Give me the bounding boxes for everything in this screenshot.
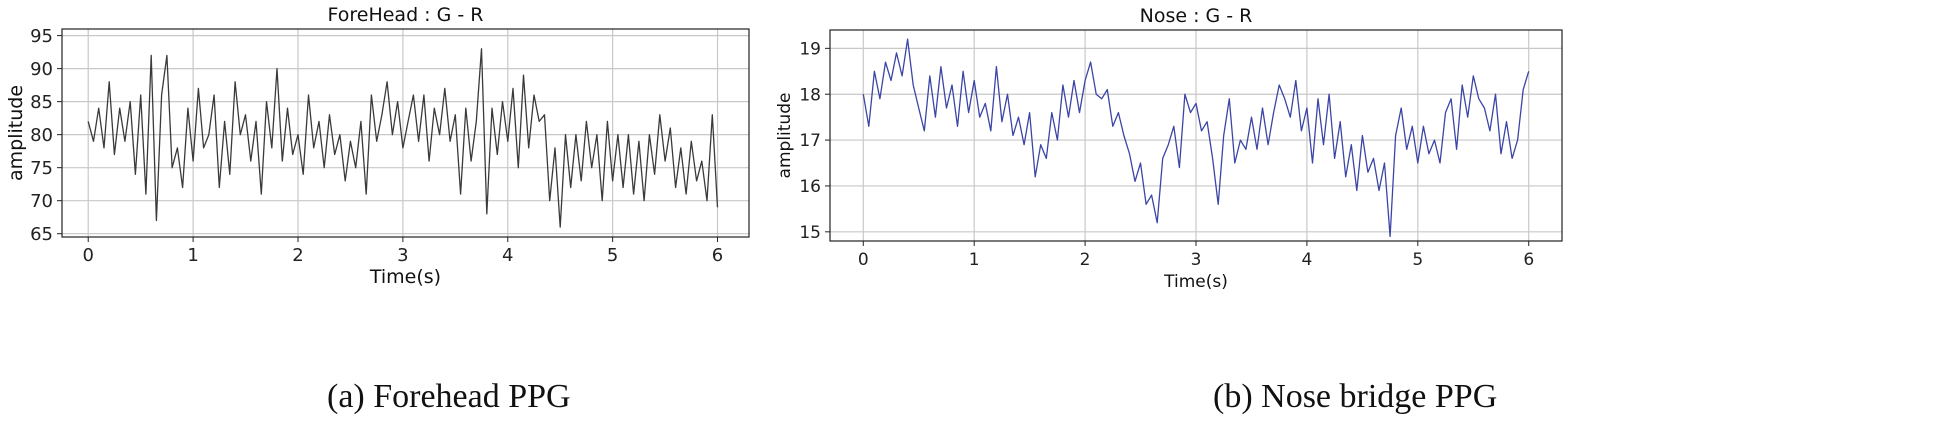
- x-tick-label: 4: [1301, 250, 1312, 270]
- x-axis-label: Time(s): [1163, 272, 1228, 292]
- y-tick-label: 90: [30, 59, 53, 80]
- y-tick-label: 19: [799, 39, 821, 59]
- x-tick-label: 2: [292, 245, 303, 266]
- nose-chart: 0 1 2 3 4 5 6 15 16 17 18 19 Nose : G - R Time(s) ampl…: [775, 5, 1563, 292]
- x-tick-label: 1: [969, 250, 980, 270]
- y-tick-label: 16: [799, 177, 821, 197]
- x-tick-label: 6: [1523, 250, 1534, 270]
- y-tick-label: 17: [799, 131, 821, 151]
- y-tick-label: 70: [30, 191, 53, 212]
- y-tick-label: 80: [30, 125, 53, 146]
- plot-frame: [829, 29, 1563, 242]
- x-tick-label: 5: [1412, 250, 1423, 270]
- x-tick-label: 0: [858, 250, 869, 270]
- nose-caption: (b) Nose bridge PPG: [1213, 378, 1498, 415]
- x-tick-label: 2: [1080, 250, 1091, 270]
- x-tick-label: 0: [82, 245, 93, 266]
- chart-title: Nose : G - R: [1140, 5, 1253, 27]
- x-tick-label: 5: [607, 245, 618, 266]
- x-tick-label: 1: [187, 245, 198, 266]
- y-tick-label: 18: [799, 85, 821, 105]
- forehead-chart: 0 1 2 3 4 5 6 65 70 75 80 85 90 95 ForeHead : G - R Tim…: [5, 4, 750, 288]
- x-tick-label: 3: [397, 245, 408, 266]
- plot-frame: [61, 28, 750, 238]
- y-axis-label: amplitude: [775, 93, 795, 179]
- series-line: [87, 48, 719, 228]
- chart-title: ForeHead : G - R: [328, 4, 484, 26]
- x-axis-label: Time(s): [369, 266, 441, 288]
- series-line: [862, 38, 1530, 238]
- x-tick-label: 6: [712, 245, 723, 266]
- y-tick-label: 15: [799, 223, 821, 243]
- forehead-caption: (a) Forehead PPG: [327, 378, 571, 415]
- y-tick-label: 75: [30, 158, 53, 179]
- y-tick-label: 85: [30, 92, 53, 113]
- y-tick-label: 95: [30, 26, 53, 47]
- x-tick-label: 3: [1191, 250, 1202, 270]
- y-axis-label: amplitude: [5, 85, 27, 181]
- x-tick-label: 4: [502, 245, 513, 266]
- y-tick-label: 65: [30, 224, 53, 245]
